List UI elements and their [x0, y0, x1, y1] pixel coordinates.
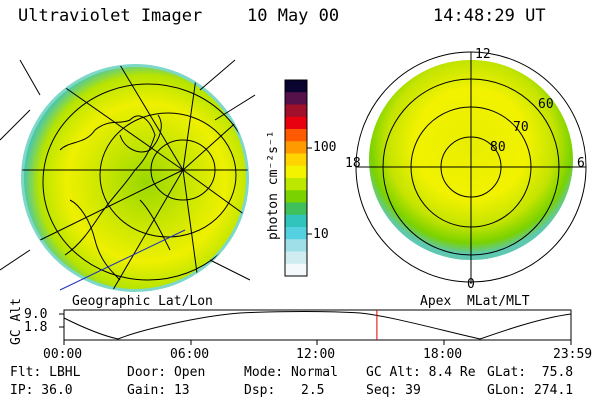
- apex-panel-label: Apex MLat/MLT: [420, 294, 530, 309]
- timeline-xtick-1800: 18:00: [423, 347, 463, 362]
- colorbar-swatch: [285, 116, 307, 130]
- timeline-xtick-2359: 23:59: [553, 347, 593, 362]
- glon-info: GLon: 274.1: [487, 383, 574, 398]
- timeline-axis-label: GC Alt: [9, 298, 24, 345]
- glat-info: GLat: 75.8: [487, 365, 574, 380]
- mlt-label-bottom: 0: [467, 277, 475, 292]
- mlt-label-left: 18: [345, 156, 361, 171]
- mlat-label-70: 70: [513, 120, 529, 135]
- colorbar-swatch: [285, 227, 307, 240]
- colorbar-swatch: [285, 251, 307, 265]
- colorbar-swatch: [285, 190, 307, 203]
- mlat-label-80: 80: [490, 140, 506, 155]
- colorbar-swatch: [285, 178, 307, 191]
- mlat-label-60: 60: [538, 97, 554, 112]
- colorbar-swatch: [285, 153, 307, 167]
- colorbar-tick-label-10: 10: [313, 227, 329, 242]
- seq-info: Seq: 39: [366, 383, 421, 398]
- gc-alt-info: GC Alt: 8.4 Re: [366, 365, 476, 380]
- colorbar-swatches: [285, 80, 307, 277]
- colorbar-swatch: [285, 263, 307, 277]
- colorbar-swatch: [285, 141, 307, 154]
- filter-info: Flt: LBHL: [10, 365, 81, 380]
- colorbar-tick-label-100: 100: [313, 140, 337, 155]
- colorbar-swatch: [285, 104, 307, 118]
- gain-info: Gain: 13: [127, 383, 190, 398]
- altitude-curve: [63, 311, 572, 340]
- mlt-label-right: 6: [577, 156, 585, 171]
- dsp-value: 2.5: [301, 383, 325, 398]
- timeline-xtick-0000: 00:00: [43, 347, 83, 362]
- geo-panel-label: Geographic Lat/Lon: [72, 294, 213, 309]
- colorbar-swatch: [285, 80, 307, 93]
- timeline-ytick-9: 9.0: [24, 307, 48, 322]
- timeline-xtick-1200: 12:00: [296, 347, 336, 362]
- colorbar-swatch: [285, 92, 307, 105]
- date-label: 10 May 00: [247, 6, 340, 26]
- mode-info: Mode: Normal: [244, 365, 338, 380]
- colorbar-frame: [284, 79, 308, 277]
- timeline-frame: [63, 309, 572, 341]
- mlt-label-top: 12: [475, 47, 491, 62]
- colorbar-swatch: [285, 202, 307, 216]
- dsp-label: Dsp:: [244, 383, 276, 398]
- timeline-ytick-1-8: 1.8: [24, 320, 48, 335]
- ip-info: IP: 36.0: [10, 383, 73, 398]
- colorbar-swatch: [285, 129, 307, 142]
- timeline-xtick-0600: 06:00: [170, 347, 210, 362]
- instrument-title: Ultraviolet Imager: [18, 6, 203, 26]
- door-info: Door: Open: [127, 365, 206, 380]
- colorbar-swatch: [285, 239, 307, 252]
- colorbar-swatch: [285, 214, 307, 228]
- colorbar-swatch: [285, 165, 307, 179]
- time-label: 14:48:29 UT: [433, 6, 546, 26]
